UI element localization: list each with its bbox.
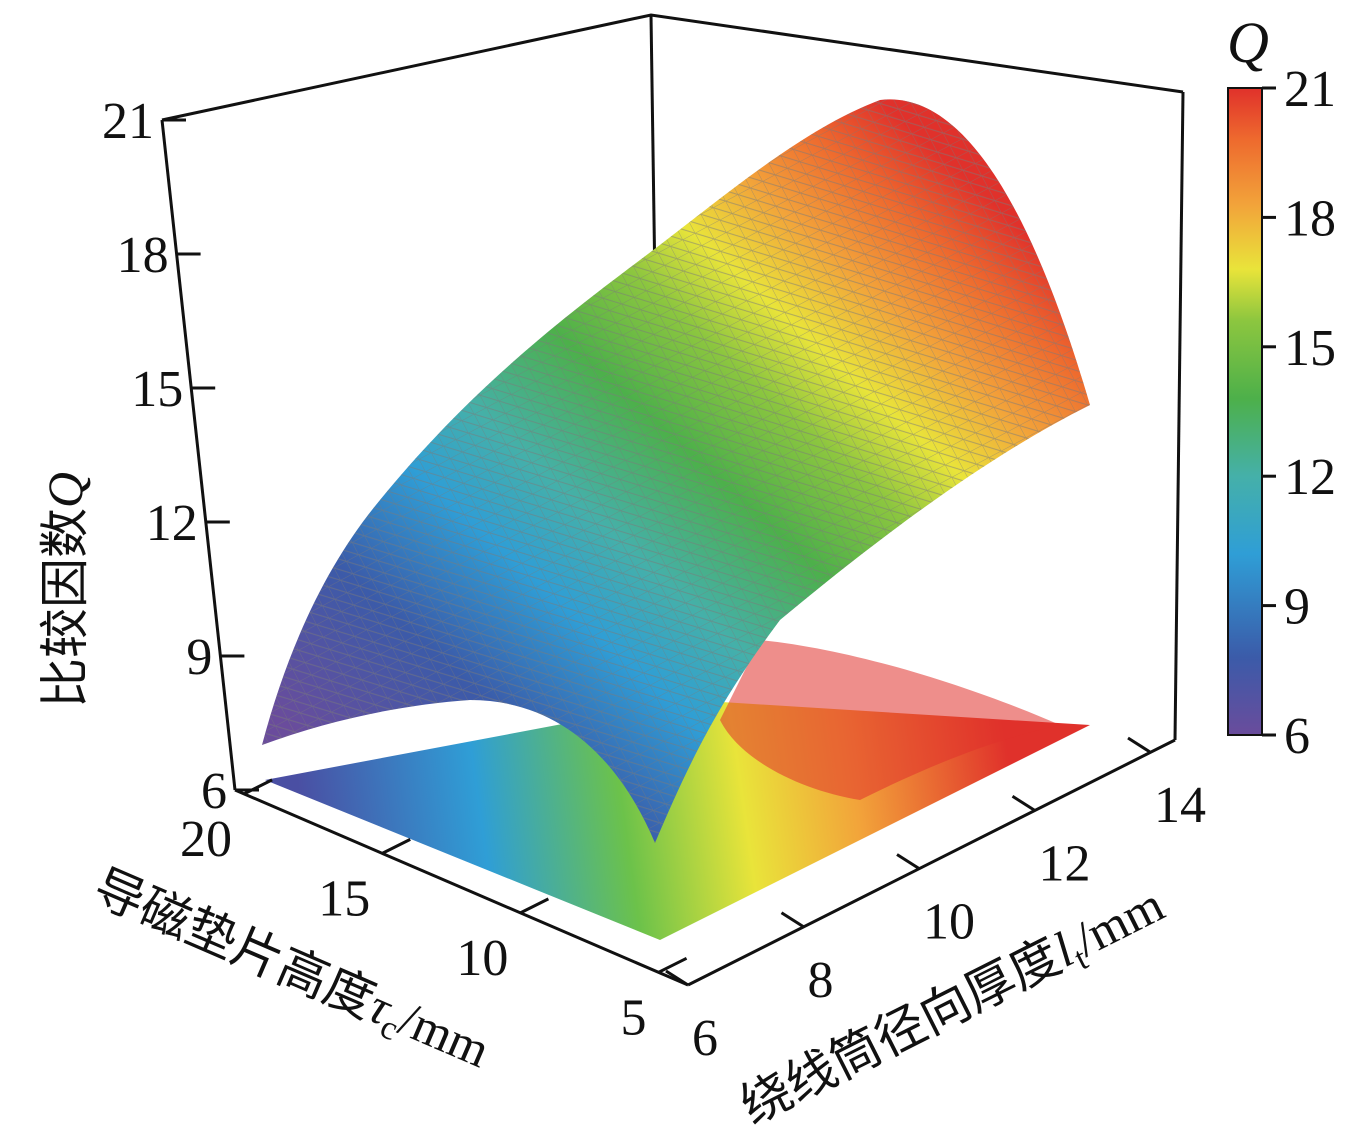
y-tick-label: 14 <box>1154 777 1206 834</box>
z-axis-line <box>160 119 237 791</box>
floor-hot-region <box>720 640 1060 800</box>
y-tick-mark <box>665 969 689 987</box>
colorbar-title: Q <box>1227 10 1269 75</box>
x-tick-label: 15 <box>318 870 370 927</box>
z-tick-label: 6 <box>201 763 227 820</box>
x-axis-line <box>234 788 689 987</box>
x-tick-mark <box>243 778 273 796</box>
colorbar-tick-label: 21 <box>1284 61 1336 118</box>
axis-box <box>160 13 1185 987</box>
x-tick-mark <box>519 897 550 915</box>
y-tick-mark <box>780 911 805 929</box>
z-tick-label: 18 <box>117 227 169 284</box>
x-axis-ticks: 20 15 10 5 <box>180 778 688 1046</box>
y-tick-label: 6 <box>692 1010 718 1067</box>
x-tick-mark <box>657 956 688 974</box>
colorbar-tick-label: 18 <box>1284 190 1336 247</box>
y-tick-mark <box>1011 794 1036 812</box>
z-tick-label: 21 <box>102 93 154 150</box>
z-tick-label: 15 <box>131 361 183 418</box>
y-tick-mark <box>1127 736 1151 754</box>
box-top-back-edge <box>161 13 1184 122</box>
y-axis-ticks: 6 8 10 12 14 <box>665 736 1206 1067</box>
colorbar: Q 21 18 15 12 9 6 <box>1227 10 1336 765</box>
x-tick-label: 10 <box>456 930 508 987</box>
x-tick-mark <box>381 838 411 855</box>
x-axis-title: 导磁垫片高度τc/mm <box>83 858 498 1085</box>
y-tick-label: 12 <box>1039 835 1091 892</box>
z-tick-label: 12 <box>146 495 198 552</box>
z-tick-label: 9 <box>186 629 212 686</box>
y-tick-mark <box>896 853 920 870</box>
y-axis-line <box>687 738 1176 987</box>
colorbar-tick-label: 6 <box>1284 708 1310 765</box>
z-axis-ticks: 6 9 12 15 18 21 <box>102 93 259 820</box>
colorbar-gradient <box>1227 87 1263 736</box>
x-tick-label: 20 <box>180 811 232 868</box>
colorbar-ticks: 21 18 15 12 9 6 <box>1262 61 1336 765</box>
box-right-vertical-edge <box>1173 91 1185 741</box>
colorbar-tick-label: 15 <box>1284 320 1336 377</box>
z-axis-title: 比较因数Q <box>36 472 94 708</box>
x-tick-label: 5 <box>621 989 647 1046</box>
y-tick-label: 8 <box>808 952 834 1009</box>
y-tick-label: 10 <box>923 894 975 951</box>
colorbar-tick-label: 12 <box>1284 449 1336 506</box>
colorbar-tick-label: 9 <box>1284 579 1310 636</box>
